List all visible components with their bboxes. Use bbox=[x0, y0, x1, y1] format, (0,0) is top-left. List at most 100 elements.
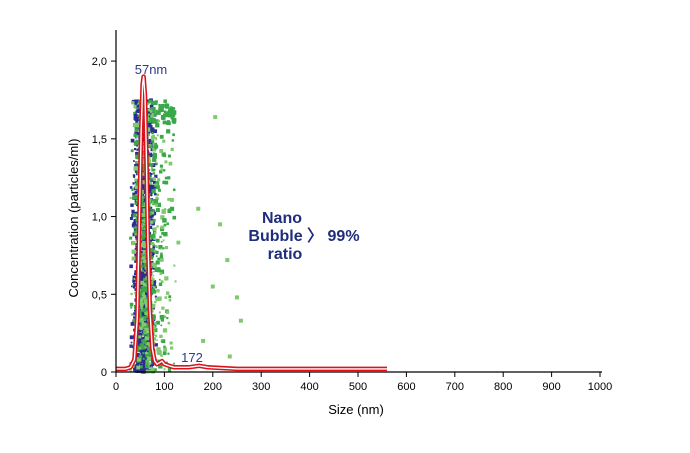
scatter-point-green bbox=[150, 362, 153, 365]
scatter-point-green bbox=[160, 215, 165, 220]
scatter-point-blue bbox=[142, 129, 145, 132]
x-tick-label: 600 bbox=[397, 381, 415, 393]
scatter-point-green bbox=[154, 334, 158, 337]
scatter-point-green bbox=[131, 256, 136, 261]
scatter-point-blue bbox=[134, 254, 138, 257]
scatter-point-green bbox=[147, 175, 151, 179]
scatter-point-green bbox=[160, 340, 163, 343]
scatter-point-green bbox=[151, 241, 155, 246]
scatter-point-outlier bbox=[235, 295, 239, 300]
scatter-point-blue bbox=[134, 259, 138, 263]
scatter-point-blue bbox=[136, 352, 140, 356]
scatter-point-green bbox=[150, 208, 152, 211]
scatter-point-blue bbox=[149, 104, 154, 109]
scatter-point-green bbox=[142, 162, 146, 167]
scatter-point-blue bbox=[144, 241, 148, 244]
scatter-point-green bbox=[169, 341, 173, 345]
scatter-point-green bbox=[159, 170, 163, 174]
scatter-point-green bbox=[159, 269, 165, 274]
scatter-point-blue bbox=[140, 294, 143, 298]
peak-label-57: 57nm bbox=[135, 62, 168, 77]
scatter-point-green bbox=[155, 208, 160, 213]
scatter-point-green bbox=[153, 321, 157, 325]
scatter-point-blue bbox=[143, 270, 147, 273]
scatter-point-green bbox=[151, 139, 155, 143]
scatter-point-green bbox=[156, 193, 159, 196]
scatter-point-blue bbox=[149, 192, 153, 197]
scatter-point-blue bbox=[141, 284, 143, 287]
scatter-point-green bbox=[166, 317, 169, 320]
scatter-point-blue bbox=[132, 182, 135, 185]
scatter-point-green bbox=[165, 113, 169, 117]
scatter-point-green bbox=[134, 202, 138, 205]
scatter-point-blue bbox=[150, 103, 154, 107]
scatter-point-green bbox=[145, 352, 149, 356]
scatter-point-green bbox=[163, 99, 167, 103]
scatter-point-blue bbox=[135, 245, 138, 248]
scatter-point-green bbox=[149, 203, 151, 205]
scatter-point-green bbox=[142, 357, 145, 360]
scatter-point-blue bbox=[133, 187, 136, 190]
scatter-point-green bbox=[142, 180, 147, 185]
scatter-point-blue bbox=[134, 99, 139, 104]
x-tick-label: 100 bbox=[155, 381, 173, 393]
scatter-point-green bbox=[152, 286, 156, 289]
scatter-point-blue bbox=[148, 125, 153, 130]
scatter-point-green bbox=[165, 310, 170, 314]
scatter-point-green bbox=[141, 168, 145, 172]
scatter-point-green bbox=[150, 106, 156, 112]
scatter-point-green bbox=[141, 221, 145, 224]
scatter-point-green bbox=[162, 153, 167, 158]
scatter-point-green bbox=[152, 274, 155, 277]
scatter-point-blue bbox=[139, 333, 143, 336]
scatter-point-green bbox=[152, 113, 154, 115]
scatter-point-green bbox=[151, 325, 156, 330]
scatter-point-green bbox=[155, 181, 160, 186]
scatter-point-green bbox=[139, 264, 144, 269]
scatter-point-green bbox=[131, 188, 134, 191]
scatter-point-green bbox=[156, 347, 161, 352]
scatter-point-green bbox=[145, 343, 148, 346]
scatter-point-green bbox=[151, 305, 155, 309]
scatter-point-green bbox=[170, 147, 174, 152]
scatter-point-green bbox=[153, 328, 158, 333]
scatter-point-blue bbox=[135, 369, 138, 373]
scatter-point-blue bbox=[129, 344, 133, 348]
scatter-point-blue bbox=[136, 104, 141, 109]
scatter-point-outlier bbox=[225, 258, 230, 263]
scatter-point-green bbox=[138, 310, 142, 314]
nanobubble-line2: Bubble 〉 99% bbox=[248, 227, 359, 245]
scatter-point-green bbox=[167, 368, 172, 372]
scatter-point-green bbox=[142, 333, 145, 336]
scatter-point-green bbox=[153, 237, 156, 240]
scatter-point-green bbox=[141, 242, 145, 246]
x-tick-label: 500 bbox=[349, 381, 367, 393]
scatter-point-blue bbox=[141, 367, 145, 371]
scatter-point-green bbox=[135, 154, 140, 159]
scatter-point-green bbox=[167, 197, 171, 201]
scatter-point-green bbox=[137, 114, 140, 117]
scatter-point-blue bbox=[154, 343, 158, 347]
scatter-point-blue bbox=[143, 351, 145, 353]
scatter-point-blue bbox=[150, 206, 153, 209]
x-tick-label: 0 bbox=[113, 381, 119, 393]
scatter-point-blue bbox=[133, 116, 138, 121]
scatter-point-green bbox=[130, 292, 133, 296]
scatter-point-blue bbox=[143, 349, 147, 353]
scatter-point-green bbox=[138, 302, 142, 306]
scatter-point-green bbox=[173, 362, 176, 365]
scatter-point-outlier bbox=[213, 115, 218, 120]
scatter-point-green bbox=[141, 345, 146, 350]
scatter-point-green bbox=[158, 364, 163, 369]
scatter-point-green bbox=[165, 112, 168, 115]
scatter-point-green bbox=[136, 365, 141, 370]
scatter-point-blue bbox=[137, 362, 140, 365]
scatter-point-green bbox=[160, 241, 163, 243]
scatter-point-green bbox=[159, 254, 164, 259]
scatter-point-blue bbox=[132, 232, 137, 237]
scatter-point-blue bbox=[133, 113, 138, 118]
scatter-point-blue bbox=[132, 286, 136, 289]
scatter-point-green bbox=[164, 176, 168, 180]
scatter-point-blue bbox=[139, 284, 143, 288]
